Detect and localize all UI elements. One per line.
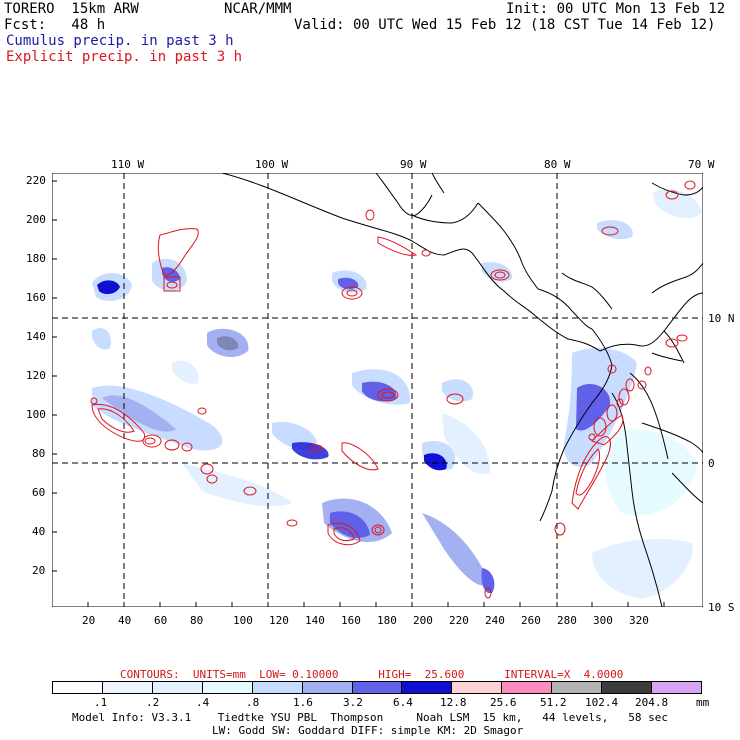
x-tick: 20 bbox=[82, 614, 96, 627]
y-tick: 180 bbox=[26, 252, 46, 265]
lat-label-10n: 10 N bbox=[708, 312, 735, 325]
legend-label: 3.2 bbox=[343, 696, 363, 709]
legend-swatch bbox=[252, 682, 303, 693]
legend-unit: mm bbox=[696, 696, 710, 709]
legend-label: .8 bbox=[246, 696, 260, 709]
x-tick: 220 bbox=[449, 614, 469, 627]
x-tick: 320 bbox=[629, 614, 649, 627]
x-tick: 40 bbox=[118, 614, 132, 627]
lat-lon-grid bbox=[52, 173, 703, 607]
model-info-line2: LW: Godd SW: Goddard DIFF: simple KM: 2D… bbox=[212, 724, 524, 737]
legend-swatch bbox=[352, 682, 403, 693]
lon-label-100w: 100 W bbox=[255, 158, 289, 171]
legend-swatch bbox=[152, 682, 203, 693]
legend-label: .2 bbox=[146, 696, 160, 709]
x-tick: 260 bbox=[521, 614, 541, 627]
legend-swatch bbox=[502, 682, 553, 693]
legend-swatch bbox=[652, 682, 701, 693]
legend-label: 6.4 bbox=[393, 696, 413, 709]
y-tick: 100 bbox=[26, 408, 46, 421]
legend-swatch bbox=[552, 682, 603, 693]
legend-label: 25.6 bbox=[490, 696, 517, 709]
y-tick: 220 bbox=[26, 174, 46, 187]
legend-swatch bbox=[102, 682, 153, 693]
institution-label: NCAR/MMM bbox=[224, 1, 292, 17]
lat-label-0: 0 bbox=[708, 457, 715, 470]
explicit-label: Explicit precip. in past 3 h bbox=[6, 49, 243, 65]
y-tick: 80 bbox=[32, 447, 46, 460]
x-tick: 280 bbox=[557, 614, 577, 627]
x-tick: 180 bbox=[377, 614, 397, 627]
lon-label-90w: 90 W bbox=[400, 158, 427, 171]
legend-swatch bbox=[53, 682, 103, 693]
axis-ticks bbox=[52, 180, 665, 607]
legend-label: 12.8 bbox=[440, 696, 467, 709]
y-tick: 60 bbox=[32, 486, 46, 499]
x-tick: 60 bbox=[154, 614, 168, 627]
y-tick: 160 bbox=[26, 291, 46, 304]
x-tick: 140 bbox=[305, 614, 325, 627]
y-tick: 20 bbox=[32, 564, 46, 577]
y-tick: 120 bbox=[26, 369, 46, 382]
x-tick: 200 bbox=[413, 614, 433, 627]
legend-swatch bbox=[202, 682, 253, 693]
legend-label: 1.6 bbox=[293, 696, 313, 709]
legend-label: .1 bbox=[94, 696, 108, 709]
x-tick: 120 bbox=[269, 614, 289, 627]
legend-swatch bbox=[402, 682, 453, 693]
lon-label-80w: 80 W bbox=[544, 158, 571, 171]
color-legend bbox=[52, 681, 702, 694]
cumulus-label: Cumulus precip. in past 3 h bbox=[6, 33, 234, 49]
run-title: TORERO 15km ARW bbox=[4, 1, 139, 17]
cumulus-precip-shading bbox=[92, 189, 702, 599]
model-info-line1: Model Info: V3.3.1 Tiedtke YSU PBL Thomp… bbox=[72, 711, 669, 724]
legend-swatch bbox=[452, 682, 503, 693]
forecast-hour: Fcst: 48 h bbox=[4, 17, 106, 33]
legend-swatch bbox=[602, 682, 653, 693]
lat-label-10s: 10 S bbox=[708, 601, 735, 614]
contour-info: CONTOURS: UNITS=mm LOW= 0.10000 HIGH= 25… bbox=[120, 668, 624, 681]
y-tick: 200 bbox=[26, 213, 46, 226]
x-tick: 100 bbox=[233, 614, 253, 627]
legend-label: 102.4 bbox=[585, 696, 619, 709]
explicit-precip-contours bbox=[90, 180, 696, 599]
precip-map bbox=[52, 173, 703, 607]
legend-label: 51.2 bbox=[540, 696, 567, 709]
init-time: Init: 00 UTC Mon 13 Feb 12 bbox=[506, 1, 726, 17]
valid-time: Valid: 00 UTC Wed 15 Feb 12 (18 CST Tue … bbox=[294, 17, 716, 33]
x-tick: 160 bbox=[341, 614, 361, 627]
y-tick: 140 bbox=[26, 330, 46, 343]
lon-label-70w: 70 W bbox=[688, 158, 715, 171]
x-tick: 80 bbox=[190, 614, 204, 627]
x-tick: 240 bbox=[485, 614, 505, 627]
legend-label: .4 bbox=[196, 696, 210, 709]
y-tick: 40 bbox=[32, 525, 46, 538]
lon-label-110w: 110 W bbox=[111, 158, 145, 171]
legend-swatch bbox=[302, 682, 353, 693]
x-tick: 300 bbox=[593, 614, 613, 627]
legend-label: 204.8 bbox=[635, 696, 669, 709]
coastlines bbox=[221, 173, 703, 607]
